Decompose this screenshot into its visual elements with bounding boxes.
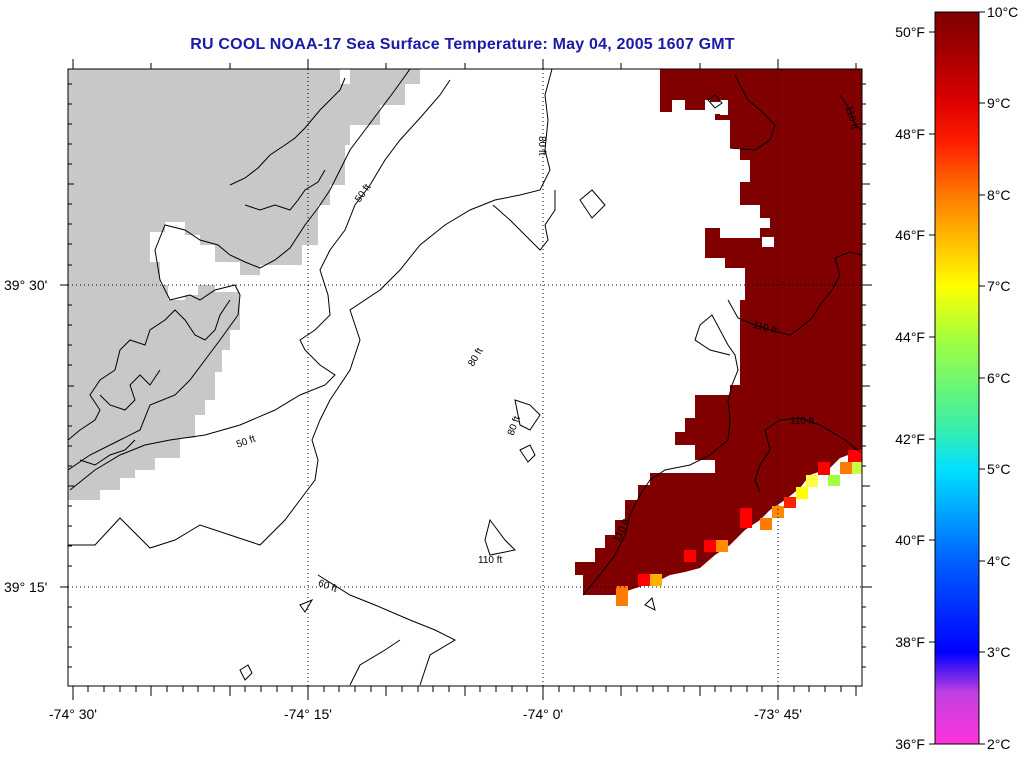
grid-lines: [68, 69, 862, 686]
celsius-label: 3°C: [987, 644, 1011, 660]
fahrenheit-label: 42°F: [895, 431, 925, 447]
fahrenheit-label: 46°F: [895, 227, 925, 243]
contour-label: 80 ft: [506, 415, 523, 437]
contour-label: 80 ft: [466, 346, 485, 369]
fahrenheit-label: 40°F: [895, 532, 925, 548]
x-tick-label: -74° 15': [284, 706, 332, 722]
celsius-label: 4°C: [987, 553, 1011, 569]
colorbar-labels: 50°F 48°F 46°F 44°F 42°F 40°F 38°F 36°F …: [895, 4, 1018, 752]
contour-label: 110 ft: [790, 416, 814, 427]
celsius-label: 9°C: [987, 95, 1011, 111]
colorbar: [934, 11, 980, 745]
celsius-label: 2°C: [987, 736, 1011, 752]
fahrenheit-label: 50°F: [895, 24, 925, 40]
x-tick-label: -73° 45': [754, 706, 802, 722]
y-tick-label: 39° 15': [4, 579, 47, 595]
y-tick-label: 39° 30': [4, 277, 47, 293]
contour-label: 80 ft: [536, 136, 547, 156]
contour-label: 50 ft: [235, 434, 257, 451]
fahrenheit-label: 36°F: [895, 736, 925, 752]
celsius-label: 6°C: [987, 370, 1011, 386]
celsius-label: 8°C: [987, 187, 1011, 203]
sst-warm-region: [575, 69, 862, 595]
x-tick-label: -74° 0': [523, 706, 563, 722]
land-area: [68, 69, 420, 500]
celsius-label: 7°C: [987, 278, 1011, 294]
sst-edge-pixels: [616, 450, 862, 606]
contour-label: 110 ft: [478, 555, 502, 566]
celsius-label: 10°C: [987, 4, 1018, 20]
axis-ticks: [60, 59, 872, 700]
celsius-label: 5°C: [987, 461, 1011, 477]
fahrenheit-label: 38°F: [895, 634, 925, 650]
map-title: RU COOL NOAA-17 Sea Surface Temperature:…: [190, 36, 735, 53]
x-tick-label: -74° 30': [49, 706, 97, 722]
fahrenheit-label: 44°F: [895, 329, 925, 345]
contour-label: 50 ft: [353, 182, 373, 204]
bathymetry-contours: [68, 69, 862, 686]
fahrenheit-label: 48°F: [895, 126, 925, 142]
colorbar-ticks: [929, 11, 985, 745]
contour-label: 60 ft: [317, 578, 339, 595]
